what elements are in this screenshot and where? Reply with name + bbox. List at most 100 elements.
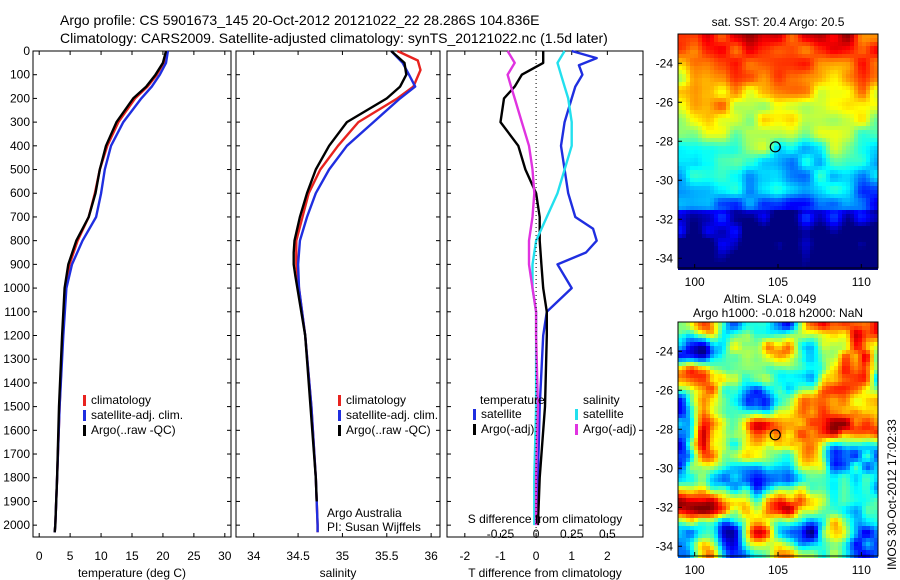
- map-cell: [846, 82, 850, 86]
- map-cell: [746, 202, 750, 206]
- map-cell: [786, 102, 790, 106]
- map-cell: [814, 374, 818, 378]
- map-cell: [854, 410, 858, 414]
- map-cell: [846, 422, 850, 426]
- map-cell: [786, 346, 790, 350]
- map-cell: [870, 434, 874, 438]
- map-cell: [754, 122, 758, 126]
- map-cell: [738, 190, 742, 194]
- map-cell: [810, 34, 814, 38]
- map-cell: [858, 82, 862, 86]
- map-cell: [866, 234, 870, 238]
- map-cell: [762, 378, 766, 382]
- map-cell: [678, 154, 682, 158]
- map-cell: [830, 42, 834, 46]
- map-cell: [770, 102, 774, 106]
- map-cell: [750, 422, 754, 426]
- map-cell: [746, 194, 750, 198]
- map-cell: [698, 114, 702, 118]
- map-cell: [842, 186, 846, 190]
- map-cell: [842, 70, 846, 74]
- map-cell: [730, 110, 734, 114]
- map-cell: [858, 182, 862, 186]
- map-cell: [730, 346, 734, 350]
- map-cell: [846, 42, 850, 46]
- map-cell: [798, 382, 802, 386]
- map-cell: [870, 150, 874, 154]
- map-cell: [706, 378, 710, 382]
- map-cell: [702, 166, 706, 170]
- map-cell: [782, 262, 786, 266]
- map-cell: [714, 186, 718, 190]
- map-cell: [706, 226, 710, 230]
- map-cell: [754, 186, 758, 190]
- map-cell: [798, 370, 802, 374]
- map-cell: [830, 86, 834, 90]
- map-cell: [798, 366, 802, 370]
- map-cell: [718, 326, 722, 330]
- map-cell: [738, 362, 742, 366]
- map-cell: [846, 178, 850, 182]
- map-cell: [758, 338, 762, 342]
- map-cell: [770, 34, 774, 38]
- map-cell: [842, 326, 846, 330]
- map-cell: [738, 54, 742, 58]
- map-cell: [742, 182, 746, 186]
- map-cell: [686, 122, 690, 126]
- map-cell: [714, 442, 718, 446]
- map-cell: [782, 146, 786, 150]
- map-cell: [866, 134, 870, 138]
- map-cell: [874, 122, 878, 126]
- map-cell: [810, 330, 814, 334]
- map-cell: [802, 82, 806, 86]
- map-cell: [774, 338, 778, 342]
- map-cell: [866, 138, 870, 142]
- map-cell: [722, 374, 726, 378]
- map-cell: [686, 54, 690, 58]
- map-cell: [782, 218, 786, 222]
- map-cell: [714, 106, 718, 110]
- map-cell: [870, 390, 874, 394]
- map-cell: [758, 378, 762, 382]
- map-cell: [682, 34, 686, 38]
- map-cell: [698, 190, 702, 194]
- map-cell: [734, 254, 738, 258]
- map-cell: [746, 134, 750, 138]
- map-cell: [730, 450, 734, 454]
- map-cell: [710, 230, 714, 234]
- map-cell: [746, 54, 750, 58]
- map-cell: [858, 98, 862, 102]
- map-cell: [702, 438, 706, 442]
- map-cell: [694, 386, 698, 390]
- map-cell: [746, 138, 750, 142]
- map-cell: [814, 42, 818, 46]
- map-cell: [806, 166, 810, 170]
- map-cell: [790, 146, 794, 150]
- map-cell: [810, 174, 814, 178]
- map-cell: [758, 434, 762, 438]
- map-cell: [810, 230, 814, 234]
- map-cell: [862, 66, 866, 70]
- map-cell: [738, 246, 742, 250]
- map-cell: [858, 422, 862, 426]
- map-cell: [870, 82, 874, 86]
- map-cell: [814, 178, 818, 182]
- map-cell: [838, 434, 842, 438]
- map-cell: [762, 446, 766, 450]
- map-cell: [834, 146, 838, 150]
- map-cell: [682, 442, 686, 446]
- map-cell: [730, 454, 734, 458]
- map-cell: [682, 218, 686, 222]
- map-cell: [870, 162, 874, 166]
- map-cell: [750, 218, 754, 222]
- map-cell: [870, 458, 874, 462]
- map-cell: [838, 114, 842, 118]
- map-cell: [834, 122, 838, 126]
- map-cell: [774, 138, 778, 142]
- map-cell: [706, 62, 710, 66]
- map-cell: [734, 338, 738, 342]
- map-cell: [842, 226, 846, 230]
- map-cell: [730, 234, 734, 238]
- map-cell: [774, 134, 778, 138]
- map-cell: [874, 94, 878, 98]
